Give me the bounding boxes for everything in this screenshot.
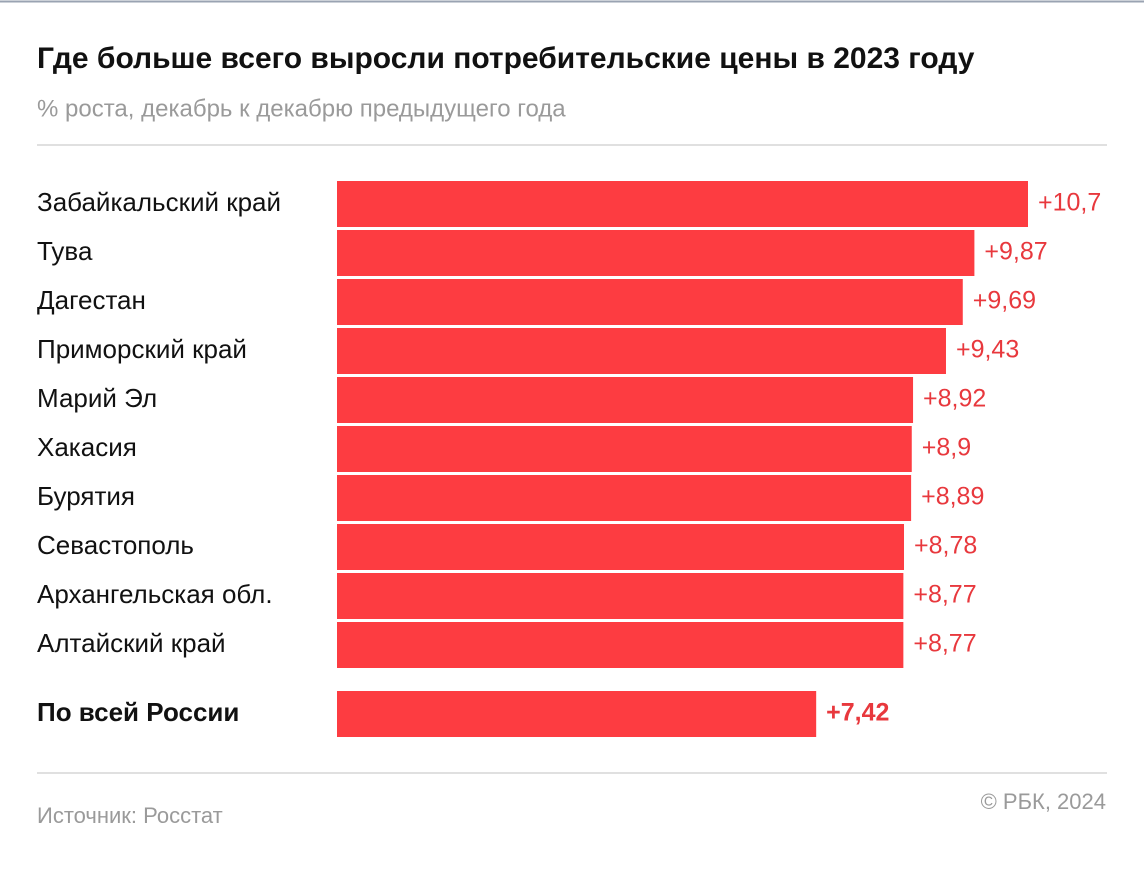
bar <box>337 524 905 570</box>
category-label: Приморский край <box>37 334 247 364</box>
bar <box>337 279 963 325</box>
chart-subtitle: % роста, декабрь к декабрю предыдущего г… <box>37 95 566 122</box>
bar <box>337 377 914 423</box>
bar <box>337 475 912 521</box>
value-label: +8,78 <box>914 532 977 560</box>
category-label: Алтайский край <box>37 628 226 658</box>
value-label: +8,9 <box>922 434 971 462</box>
bar <box>337 691 817 737</box>
category-label: Севастополь <box>37 530 194 560</box>
value-label: +8,77 <box>913 630 976 658</box>
category-label: Дагестан <box>37 285 146 315</box>
category-label: Тува <box>37 236 93 266</box>
bar <box>337 230 975 276</box>
bar <box>337 328 946 374</box>
bar <box>337 622 904 668</box>
bar <box>337 573 904 619</box>
value-label: +10,7 <box>1038 189 1101 217</box>
copyright: © РБК, 2024 <box>981 789 1106 814</box>
category-label: Хакасия <box>37 432 137 462</box>
chart-title: Где больше всего выросли потребительские… <box>37 42 975 75</box>
value-label: +9,69 <box>973 287 1036 315</box>
category-label: Марий Эл <box>37 383 157 413</box>
category-label: По всей России <box>37 697 239 727</box>
value-label: +9,43 <box>956 336 1019 364</box>
value-label: +9,87 <box>984 238 1047 266</box>
category-label: Забайкальский край <box>37 187 281 217</box>
value-label: +8,77 <box>913 581 976 609</box>
category-label: Архангельская обл. <box>37 579 273 609</box>
value-label: +7,42 <box>826 699 889 727</box>
source: Источник: Росстат <box>37 803 223 828</box>
bar <box>337 181 1028 227</box>
category-label: Бурятия <box>37 481 135 511</box>
bar <box>337 426 912 472</box>
value-label: +8,92 <box>923 385 986 413</box>
value-label: +8,89 <box>921 483 984 511</box>
